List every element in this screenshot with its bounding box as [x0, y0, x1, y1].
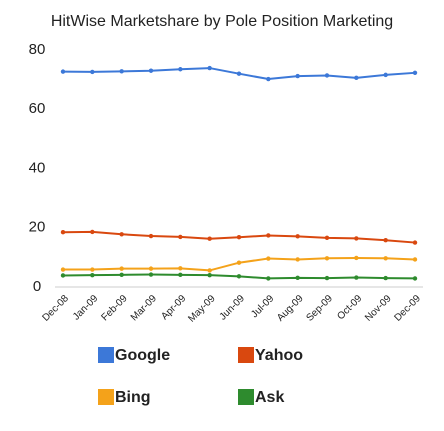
y-tick-label: 0: [33, 278, 41, 295]
point: [148, 272, 154, 277]
point: [295, 73, 300, 79]
point: [178, 67, 183, 72]
point: [119, 232, 124, 237]
point: [266, 76, 271, 82]
x-tick-label: Jul-09: [249, 293, 276, 320]
point: [295, 257, 300, 262]
y-tick-label: 80: [29, 41, 46, 58]
point: [354, 275, 359, 280]
point: [90, 272, 95, 278]
x-tick-label: Apr-09: [159, 293, 188, 322]
legend-swatch: [238, 389, 254, 405]
y-tick-label: 40: [29, 159, 46, 176]
point: [266, 233, 271, 238]
x-tick-label: Aug-09: [275, 293, 306, 324]
point: [412, 70, 418, 76]
legend-label: Ask: [255, 389, 284, 406]
point: [412, 276, 418, 281]
legend-label: Yahoo: [255, 347, 303, 364]
x-tick-label: Jun-09: [218, 293, 248, 323]
point: [119, 266, 124, 271]
point: [207, 272, 212, 278]
point: [412, 240, 418, 245]
x-tick-label: Oct-09: [335, 293, 364, 322]
legend-swatch: [98, 389, 114, 405]
legend-swatch: [238, 347, 254, 363]
point: [412, 257, 418, 262]
x-tick-label: Jan-09: [71, 293, 101, 323]
point: [354, 236, 359, 241]
x-tick-label: Feb-09: [99, 293, 129, 323]
point: [324, 235, 330, 241]
point: [324, 73, 330, 78]
point: [60, 229, 66, 235]
legend-swatch: [98, 347, 114, 363]
point: [266, 256, 271, 261]
y-tick-label: 20: [29, 219, 46, 236]
point: [383, 72, 388, 78]
point: [90, 267, 95, 272]
point: [148, 233, 154, 239]
point: [295, 234, 300, 239]
legend-label: Google: [115, 347, 170, 364]
x-tick-label: Mar-09: [129, 293, 159, 323]
x-tick-label: Nov-09: [363, 293, 394, 324]
point: [383, 256, 388, 261]
x-tick-label: Dec-08: [40, 293, 71, 324]
point: [60, 273, 66, 278]
point: [266, 276, 271, 281]
point: [178, 272, 183, 278]
point: [207, 65, 212, 71]
x-tick-label: Sep-09: [304, 293, 335, 324]
chart-title: HitWise Marketshare by Pole Position Mar…: [51, 13, 393, 30]
point: [119, 272, 124, 278]
point: [295, 275, 300, 281]
point: [178, 234, 183, 240]
point: [383, 275, 388, 281]
point: [324, 275, 330, 281]
y-tick-label: 60: [29, 100, 46, 117]
point: [148, 266, 154, 271]
x-tick-label: Dec-09: [392, 293, 423, 324]
point: [90, 69, 95, 75]
point: [354, 75, 359, 81]
point: [236, 274, 242, 279]
point: [207, 236, 212, 241]
point: [148, 68, 154, 73]
legend-label: Bing: [115, 389, 151, 406]
point: [354, 255, 359, 261]
point: [207, 268, 212, 273]
point: [236, 235, 242, 240]
point: [236, 71, 242, 76]
point: [60, 267, 66, 272]
x-tick-label: May-09: [186, 293, 218, 325]
point: [90, 229, 95, 235]
point: [178, 266, 183, 271]
point: [236, 260, 242, 265]
point: [119, 69, 124, 74]
point: [60, 69, 66, 74]
point: [383, 237, 388, 243]
point: [324, 256, 330, 261]
